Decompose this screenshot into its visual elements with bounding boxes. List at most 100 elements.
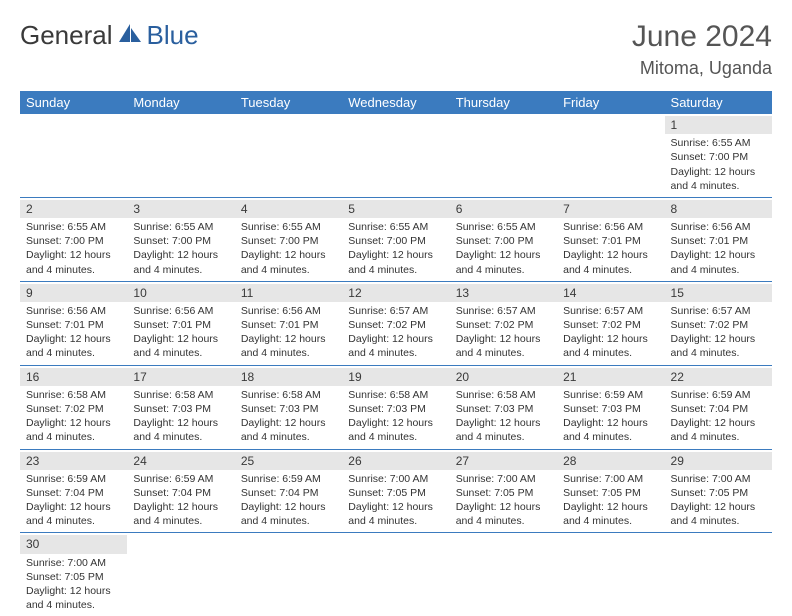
sunset-text: Sunset: 7:05 PM: [26, 570, 121, 584]
day-number: 18: [235, 368, 342, 386]
day-header-row: Sunday Monday Tuesday Wednesday Thursday…: [20, 91, 772, 114]
sunset-text: Sunset: 7:00 PM: [241, 234, 336, 248]
daylight-text: Daylight: 12 hours and 4 minutes.: [456, 248, 551, 276]
day-number: 6: [450, 200, 557, 218]
calendar-cell: 14Sunrise: 6:57 AMSunset: 7:02 PMDayligh…: [557, 281, 664, 365]
day-details: Sunrise: 7:00 AMSunset: 7:05 PMDaylight:…: [348, 472, 443, 529]
day-number: 7: [557, 200, 664, 218]
day-number: 21: [557, 368, 664, 386]
sunrise-text: Sunrise: 6:59 AM: [671, 388, 766, 402]
sunrise-text: Sunrise: 7:00 AM: [348, 472, 443, 486]
col-wednesday: Wednesday: [342, 91, 449, 114]
calendar-cell: 10Sunrise: 6:56 AMSunset: 7:01 PMDayligh…: [127, 281, 234, 365]
sunrise-text: Sunrise: 6:58 AM: [26, 388, 121, 402]
daylight-text: Daylight: 12 hours and 4 minutes.: [563, 500, 658, 528]
sunrise-text: Sunrise: 7:00 AM: [26, 556, 121, 570]
day-details: Sunrise: 6:55 AMSunset: 7:00 PMDaylight:…: [456, 220, 551, 277]
col-sunday: Sunday: [20, 91, 127, 114]
location-label: Mitoma, Uganda: [632, 58, 772, 79]
day-details: Sunrise: 6:58 AMSunset: 7:03 PMDaylight:…: [456, 388, 551, 445]
day-details: Sunrise: 6:59 AMSunset: 7:04 PMDaylight:…: [671, 388, 766, 445]
calendar-cell: .: [127, 114, 234, 197]
sunset-text: Sunset: 7:00 PM: [348, 234, 443, 248]
calendar-cell: 25Sunrise: 6:59 AMSunset: 7:04 PMDayligh…: [235, 449, 342, 533]
sunset-text: Sunset: 7:01 PM: [241, 318, 336, 332]
calendar-cell: 5 Sunrise: 6:55 AMSunset: 7:00 PMDaylight…: [342, 197, 449, 281]
calendar-cell: 29Sunrise: 7:00 AMSunset: 7:05 PMDayligh…: [665, 449, 772, 533]
day-number: 27: [450, 452, 557, 470]
day-number: 23: [20, 452, 127, 470]
day-number: 1: [665, 116, 772, 134]
sunrise-text: Sunrise: 6:56 AM: [133, 304, 228, 318]
calendar-row: ......1Sunrise: 6:55 AMSunset: 7:00 PMDa…: [20, 114, 772, 197]
daylight-text: Daylight: 12 hours and 4 minutes.: [348, 332, 443, 360]
page-header: General Blue June 2024 Mitoma, Uganda: [20, 20, 772, 79]
day-number: 30: [20, 535, 127, 553]
day-details: Sunrise: 7:00 AMSunset: 7:05 PMDaylight:…: [671, 472, 766, 529]
day-details: Sunrise: 6:58 AMSunset: 7:03 PMDaylight:…: [241, 388, 336, 445]
sunrise-text: Sunrise: 6:59 AM: [133, 472, 228, 486]
calendar-cell: .: [450, 114, 557, 197]
day-number: 2: [20, 200, 127, 218]
sunrise-text: Sunrise: 6:56 AM: [671, 220, 766, 234]
sunset-text: Sunset: 7:04 PM: [26, 486, 121, 500]
day-details: Sunrise: 6:59 AMSunset: 7:04 PMDaylight:…: [26, 472, 121, 529]
calendar-cell: 2 Sunrise: 6:55 AMSunset: 7:00 PMDaylight…: [20, 197, 127, 281]
calendar-cell: .: [342, 114, 449, 197]
daylight-text: Daylight: 12 hours and 4 minutes.: [133, 332, 228, 360]
day-number: 3: [127, 200, 234, 218]
title-block: June 2024 Mitoma, Uganda: [632, 20, 772, 79]
day-details: Sunrise: 6:59 AMSunset: 7:03 PMDaylight:…: [563, 388, 658, 445]
sunrise-text: Sunrise: 6:55 AM: [26, 220, 121, 234]
daylight-text: Daylight: 12 hours and 4 minutes.: [456, 500, 551, 528]
calendar-cell: .: [20, 114, 127, 197]
sunrise-text: Sunrise: 6:58 AM: [456, 388, 551, 402]
calendar-cell: 15Sunrise: 6:57 AMSunset: 7:02 PMDayligh…: [665, 281, 772, 365]
col-thursday: Thursday: [450, 91, 557, 114]
calendar-row: 2Sunrise: 6:55 AMSunset: 7:00 PMDaylight…: [20, 197, 772, 281]
daylight-text: Daylight: 12 hours and 4 minutes.: [671, 248, 766, 276]
calendar-cell: 16Sunrise: 6:58 AMSunset: 7:02 PMDayligh…: [20, 365, 127, 449]
sunrise-text: Sunrise: 6:59 AM: [563, 388, 658, 402]
day-number: 22: [665, 368, 772, 386]
day-details: Sunrise: 7:00 AMSunset: 7:05 PMDaylight:…: [456, 472, 551, 529]
sunrise-text: Sunrise: 6:56 AM: [563, 220, 658, 234]
sunset-text: Sunset: 7:03 PM: [241, 402, 336, 416]
day-details: Sunrise: 6:55 AMSunset: 7:00 PMDaylight:…: [133, 220, 228, 277]
sunrise-text: Sunrise: 6:56 AM: [241, 304, 336, 318]
daylight-text: Daylight: 12 hours and 4 minutes.: [133, 248, 228, 276]
sunset-text: Sunset: 7:03 PM: [348, 402, 443, 416]
day-details: Sunrise: 6:55 AMSunset: 7:00 PMDaylight:…: [26, 220, 121, 277]
sunrise-text: Sunrise: 6:58 AM: [133, 388, 228, 402]
day-number: 5: [342, 200, 449, 218]
day-details: Sunrise: 6:57 AMSunset: 7:02 PMDaylight:…: [348, 304, 443, 361]
calendar-row: 16Sunrise: 6:58 AMSunset: 7:02 PMDayligh…: [20, 365, 772, 449]
daylight-text: Daylight: 12 hours and 4 minutes.: [671, 165, 766, 193]
calendar-cell: .: [557, 533, 664, 616]
sunset-text: Sunset: 7:02 PM: [671, 318, 766, 332]
sunset-text: Sunset: 7:05 PM: [563, 486, 658, 500]
day-details: Sunrise: 6:58 AMSunset: 7:03 PMDaylight:…: [133, 388, 228, 445]
daylight-text: Daylight: 12 hours and 4 minutes.: [26, 332, 121, 360]
calendar-cell: 24Sunrise: 6:59 AMSunset: 7:04 PMDayligh…: [127, 449, 234, 533]
sunset-text: Sunset: 7:00 PM: [671, 150, 766, 164]
sunset-text: Sunset: 7:04 PM: [671, 402, 766, 416]
brand-part1: General: [20, 20, 113, 51]
sunset-text: Sunset: 7:03 PM: [563, 402, 658, 416]
day-details: Sunrise: 6:57 AMSunset: 7:02 PMDaylight:…: [563, 304, 658, 361]
sunrise-text: Sunrise: 6:55 AM: [241, 220, 336, 234]
calendar-cell: 12Sunrise: 6:57 AMSunset: 7:02 PMDayligh…: [342, 281, 449, 365]
daylight-text: Daylight: 12 hours and 4 minutes.: [671, 332, 766, 360]
daylight-text: Daylight: 12 hours and 4 minutes.: [348, 248, 443, 276]
day-details: Sunrise: 7:00 AMSunset: 7:05 PMDaylight:…: [563, 472, 658, 529]
sunrise-text: Sunrise: 6:57 AM: [671, 304, 766, 318]
calendar-cell: 18 Sunrise: 6:58 AMSunset: 7:03 PMDayligh…: [235, 365, 342, 449]
calendar-cell: 3 Sunrise: 6:55 AMSunset: 7:00 PMDaylight…: [127, 197, 234, 281]
day-details: Sunrise: 6:55 AMSunset: 7:00 PMDaylight:…: [348, 220, 443, 277]
day-details: Sunrise: 6:57 AMSunset: 7:02 PMDaylight:…: [671, 304, 766, 361]
calendar-cell: 20Sunrise: 6:58 AMSunset: 7:03 PMDayligh…: [450, 365, 557, 449]
sunset-text: Sunset: 7:03 PM: [456, 402, 551, 416]
daylight-text: Daylight: 12 hours and 4 minutes.: [348, 500, 443, 528]
month-title: June 2024: [632, 20, 772, 54]
calendar-cell: 8Sunrise: 6:56 AMSunset: 7:01 PMDaylight…: [665, 197, 772, 281]
